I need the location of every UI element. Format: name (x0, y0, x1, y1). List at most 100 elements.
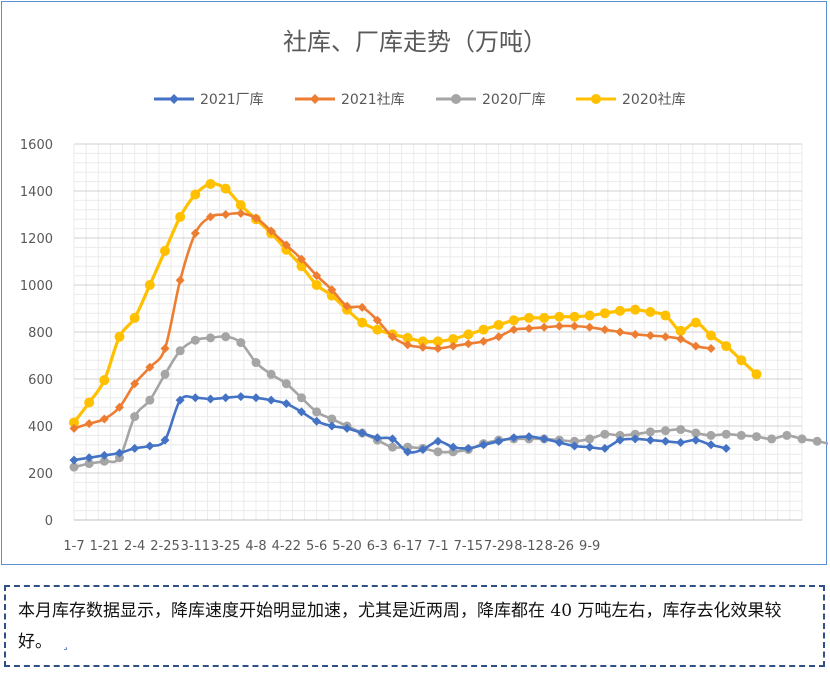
data-point (130, 412, 140, 422)
data-point (630, 304, 641, 315)
data-point (160, 245, 170, 256)
data-point (706, 430, 716, 440)
data-point (206, 394, 215, 404)
series-line (72, 182, 758, 424)
data-point (297, 407, 306, 417)
data-point (767, 434, 777, 444)
data-point (569, 311, 580, 322)
axes: 0 200 400 600 800 1000 1200 1400 1600 1-7 1-21 2-4 2… (20, 138, 802, 554)
x-tick-label: 6-17 (393, 539, 423, 554)
data-point (357, 317, 368, 328)
y-tick-label: 1400 (20, 185, 53, 200)
data-point (388, 442, 397, 452)
data-point (721, 429, 731, 439)
data-point (312, 416, 322, 426)
x-tick-label: 7-15 (454, 539, 484, 554)
data-point (115, 448, 124, 458)
data-point (175, 211, 186, 222)
data-point (706, 343, 716, 353)
y-tick-label: 400 (28, 420, 53, 435)
data-point (190, 335, 200, 345)
data-point (175, 275, 185, 285)
data-point (615, 327, 625, 337)
data-point (448, 447, 458, 457)
data-point (676, 437, 686, 447)
data-point (660, 310, 671, 321)
x-tick-label: 1-7 (63, 539, 84, 554)
data-point (99, 456, 109, 466)
data-point (160, 435, 170, 445)
data-point (675, 325, 686, 336)
data-point (311, 280, 322, 290)
data-point (690, 317, 701, 328)
data-point (69, 462, 79, 472)
data-point (236, 338, 246, 348)
data-point (585, 442, 595, 452)
data-point (69, 417, 79, 428)
data-point (206, 212, 215, 222)
y-tick-label: 600 (28, 373, 53, 388)
data-point (221, 210, 231, 219)
legend-label: 2020厂库 (482, 92, 546, 108)
data-point (706, 330, 716, 341)
data-point (615, 435, 625, 445)
data-point (281, 399, 291, 409)
series-layer (69, 178, 828, 472)
data-point (145, 441, 155, 451)
x-tick-label: 9-9 (579, 539, 600, 554)
data-point (206, 333, 215, 343)
data-point (736, 355, 747, 366)
chart-title: 社库、厂库走势（万吨） (283, 28, 547, 56)
y-tick-label: 1000 (20, 279, 53, 294)
data-point (585, 322, 595, 332)
data-point (448, 334, 459, 345)
inventory-line-chart: 社库、厂库走势（万吨） 2021厂库 2021社库 2020厂库 2020社库 0 20… (20, 28, 828, 554)
data-point (554, 321, 564, 331)
data-point (296, 261, 307, 272)
data-point (130, 379, 140, 389)
data-point (752, 432, 761, 442)
data-point (114, 331, 125, 342)
legend-marker (591, 94, 601, 104)
data-point (524, 312, 534, 323)
x-tick-label: 5-6 (306, 539, 327, 554)
data-point (448, 341, 458, 351)
data-point (190, 189, 201, 200)
data-point (266, 226, 276, 236)
data-point (297, 393, 306, 403)
legend-item: 2021社库 (295, 92, 405, 108)
chart-frame: 社库、厂库走势（万吨） 2021厂库 2021社库 2020厂库 2020社库 0 20… (1, 1, 828, 565)
data-point (251, 393, 261, 403)
data-point (417, 336, 428, 347)
data-point (691, 435, 701, 445)
data-point (160, 369, 170, 379)
x-tick-label: 4-22 (272, 539, 302, 554)
data-point (251, 213, 261, 223)
data-point (388, 434, 397, 444)
data-point (160, 343, 170, 353)
cursor-mark-icon: ¸ (62, 633, 70, 651)
data-point (539, 322, 549, 332)
data-point (175, 346, 185, 356)
series-2020社库 (69, 178, 762, 428)
data-point (84, 397, 95, 408)
data-point (312, 407, 322, 417)
data-point (676, 425, 686, 435)
data-point (266, 395, 276, 405)
data-point (403, 340, 413, 350)
data-point (99, 450, 109, 460)
data-point (630, 329, 640, 339)
series-line (73, 395, 727, 462)
data-point (706, 440, 716, 450)
data-point (130, 443, 140, 453)
y-tick-label: 1600 (20, 138, 53, 153)
data-point (584, 310, 595, 321)
data-point (221, 332, 231, 342)
series-line (73, 335, 828, 469)
data-point (524, 323, 534, 333)
data-point (494, 332, 504, 342)
data-point (570, 321, 579, 331)
data-point (599, 308, 610, 319)
data-point (235, 200, 246, 211)
x-tick-label: 5-20 (332, 539, 362, 554)
